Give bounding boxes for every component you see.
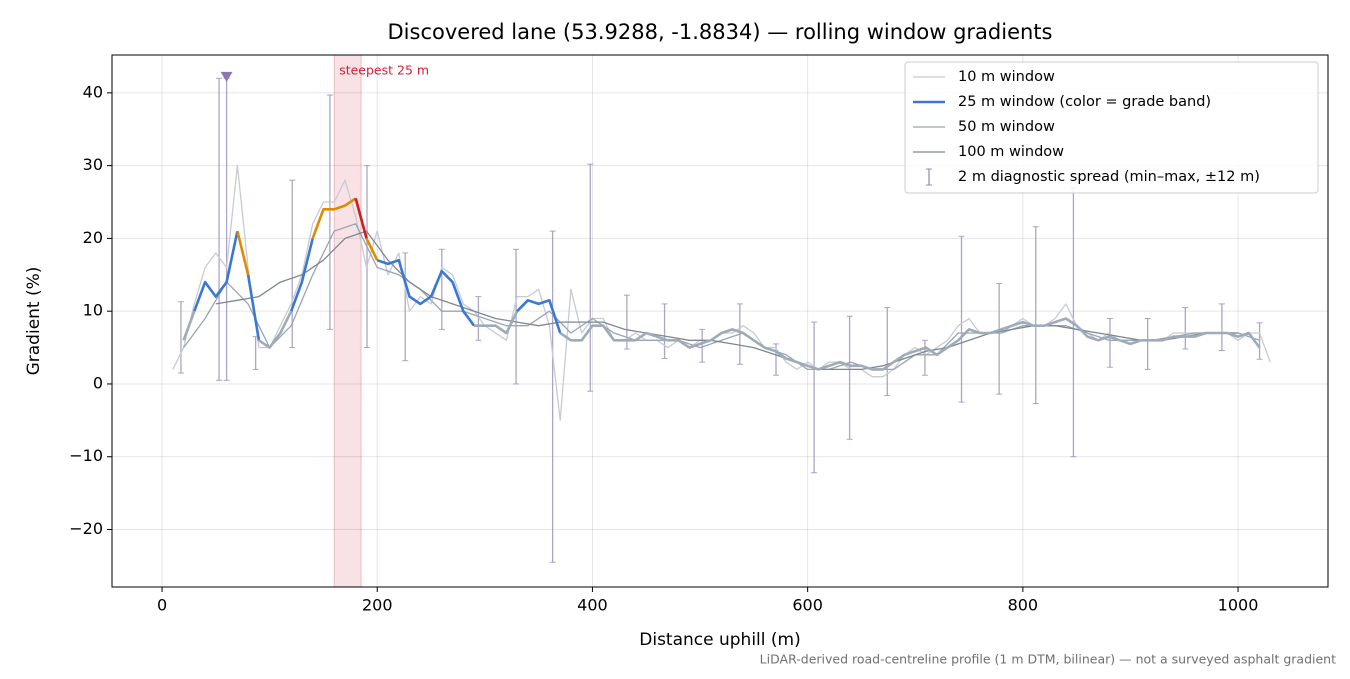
- series-line: [182, 310, 196, 341]
- y-tick-label: 10: [83, 301, 103, 320]
- y-tick-label: 0: [93, 373, 103, 392]
- series-line: [474, 310, 519, 335]
- series-line: [258, 310, 293, 349]
- series-line: [311, 197, 357, 239]
- series-line: [246, 274, 261, 341]
- x-tick-label: 400: [577, 596, 608, 615]
- x-tick-label: 600: [792, 596, 823, 615]
- series-line: [559, 317, 1261, 371]
- plot-area: steepest 25 m: [112, 54, 1328, 588]
- legend-label: 25 m window (color = grade band): [958, 94, 1211, 110]
- legend-label: 50 m window: [958, 119, 1055, 135]
- y-tick-label: −20: [69, 519, 103, 538]
- axes-frame: [111, 54, 1329, 588]
- footnote: LiDAR-derived road-centreline profile (1…: [760, 652, 1336, 667]
- y-tick-label: 30: [83, 155, 103, 174]
- series-line: [215, 230, 1238, 371]
- legend-box: [904, 61, 1319, 194]
- series-line: [516, 299, 562, 334]
- x-tick-label: 0: [157, 596, 167, 615]
- x-tick-label: 1000: [1218, 596, 1259, 615]
- series-line: [354, 198, 368, 239]
- x-tick-label: 200: [362, 596, 393, 615]
- series-line: [236, 230, 250, 276]
- legend-label: 2 m diagnostic spread (min–max, ±12 m): [958, 169, 1260, 185]
- y-tick-label: 40: [83, 82, 103, 101]
- series-line: [376, 258, 476, 327]
- highlight-span: [333, 54, 362, 588]
- chart-title: Discovered lane (53.9288, -1.8834) — rol…: [388, 20, 1053, 44]
- x-axis-label: Distance uphill (m): [639, 630, 800, 650]
- x-tick-label: 800: [1008, 596, 1039, 615]
- legend-label: 10 m window: [958, 69, 1055, 85]
- y-axis-label: Gradient (%): [24, 267, 44, 376]
- y-tick-label: 20: [83, 228, 103, 247]
- series-line: [193, 230, 239, 312]
- highlight-label: steepest 25 m: [339, 63, 429, 78]
- y-tick-label: −10: [69, 446, 103, 465]
- series-line: [365, 237, 379, 261]
- series-line: [289, 238, 314, 312]
- legend-label: 100 m window: [958, 144, 1064, 160]
- peak-marker: [220, 71, 233, 82]
